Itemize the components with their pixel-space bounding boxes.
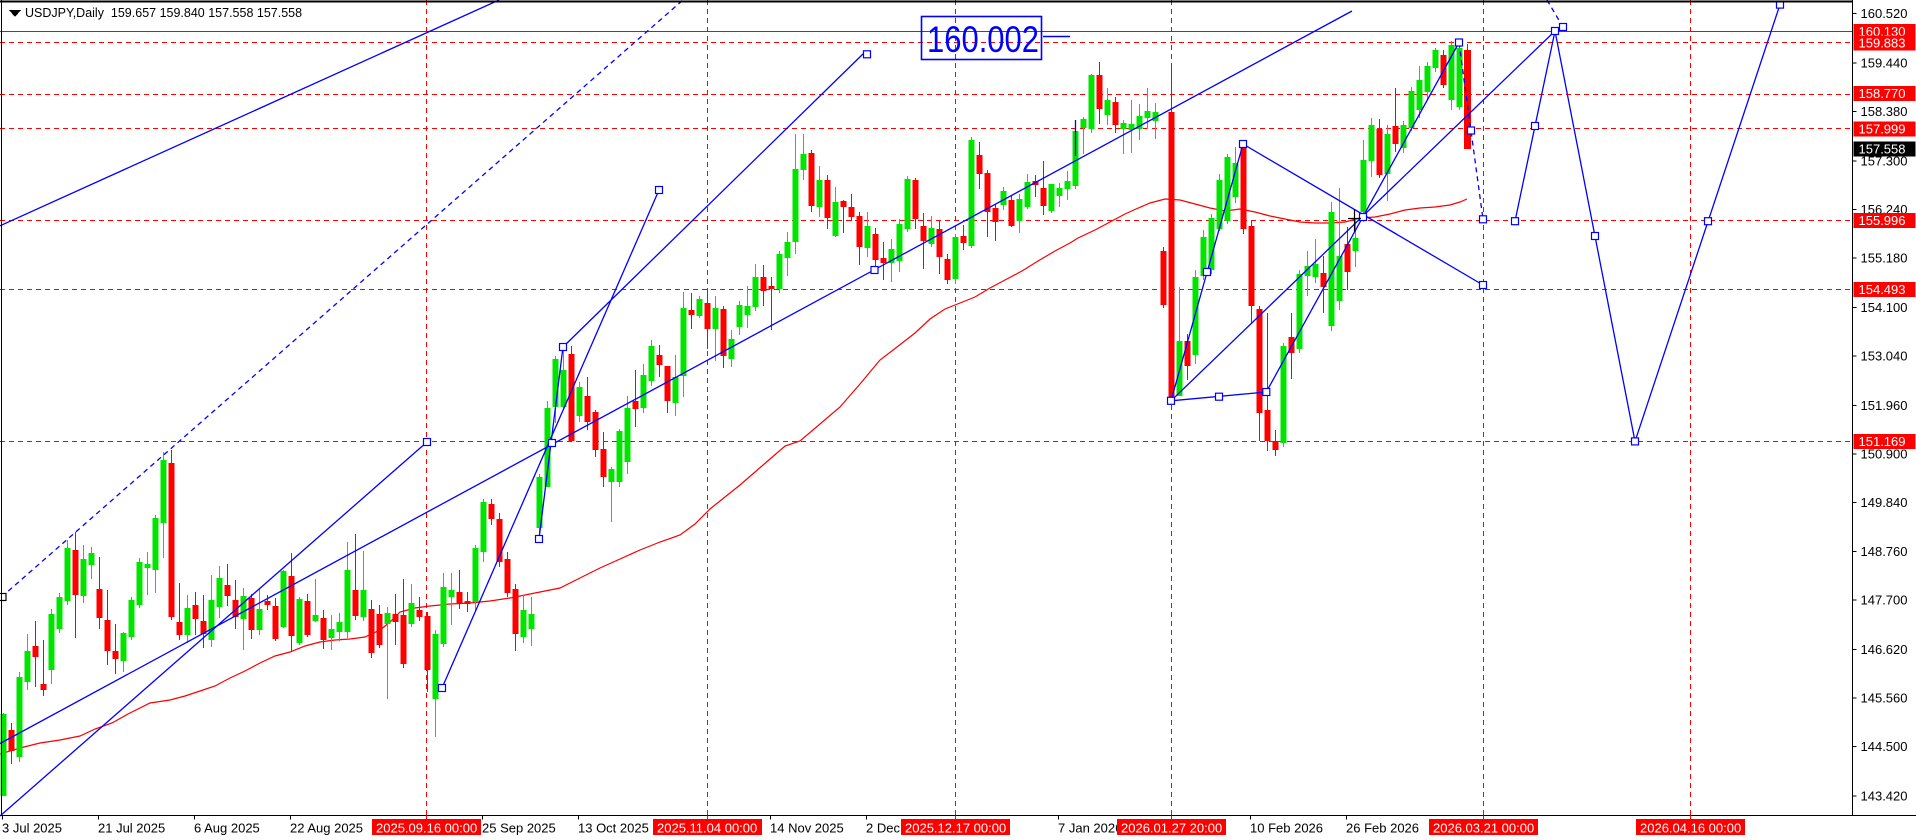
svg-text:157.300: 157.300 (1861, 154, 1908, 169)
svg-text:151.169: 151.169 (1859, 434, 1906, 449)
svg-text:150.900: 150.900 (1861, 446, 1908, 461)
svg-text:6 Aug 2025: 6 Aug 2025 (194, 821, 260, 836)
svg-text:146.620: 146.620 (1861, 642, 1908, 657)
svg-text:151.960: 151.960 (1861, 398, 1908, 413)
svg-text:154.100: 154.100 (1861, 300, 1908, 315)
svg-text:157.999: 157.999 (1859, 122, 1906, 137)
svg-text:2025.09.16 00:00: 2025.09.16 00:00 (376, 821, 477, 836)
svg-text:144.500: 144.500 (1861, 739, 1908, 754)
svg-text:154.493: 154.493 (1859, 282, 1906, 297)
svg-text:7 Jan 2026: 7 Jan 2026 (1058, 821, 1122, 836)
svg-text:2026.03.21 00:00: 2026.03.21 00:00 (1433, 821, 1534, 836)
svg-text:10 Feb 2026: 10 Feb 2026 (1250, 821, 1323, 836)
svg-text:158.770: 158.770 (1859, 86, 1906, 101)
svg-text:2026.04.16 00:00: 2026.04.16 00:00 (1640, 821, 1741, 836)
svg-text:159.883: 159.883 (1859, 35, 1906, 50)
svg-text:155.996: 155.996 (1859, 213, 1906, 228)
svg-text:153.040: 153.040 (1861, 348, 1908, 363)
svg-text:145.560: 145.560 (1861, 691, 1908, 706)
svg-text:2025.12.17 00:00: 2025.12.17 00:00 (905, 821, 1006, 836)
svg-text:159.440: 159.440 (1861, 56, 1908, 71)
svg-text:26 Feb 2026: 26 Feb 2026 (1346, 821, 1419, 836)
svg-text:13 Oct 2025: 13 Oct 2025 (578, 821, 649, 836)
svg-text:21 Jul 2025: 21 Jul 2025 (98, 821, 165, 836)
svg-text:158.380: 158.380 (1861, 104, 1908, 119)
svg-text:155.180: 155.180 (1861, 251, 1908, 266)
svg-text:3 Jul 2025: 3 Jul 2025 (2, 821, 62, 836)
svg-text:USDJPY,Daily 159.657 159.840: USDJPY,Daily 159.657 159.840 157.558 157… (25, 6, 302, 20)
svg-text:143.420: 143.420 (1861, 789, 1908, 804)
svg-text:14 Nov 2025: 14 Nov 2025 (770, 821, 844, 836)
svg-text:22 Aug 2025: 22 Aug 2025 (290, 821, 363, 836)
svg-text:2025.11.04 00:00: 2025.11.04 00:00 (657, 821, 757, 836)
svg-text:160.002: 160.002 (927, 19, 1039, 60)
svg-text:2026.01.27 20:00: 2026.01.27 20:00 (1121, 821, 1222, 836)
svg-text:25 Sep 2025: 25 Sep 2025 (482, 821, 556, 836)
svg-text:148.760: 148.760 (1861, 544, 1908, 559)
svg-text:157.558: 157.558 (1859, 142, 1906, 157)
svg-text:160.520: 160.520 (1861, 6, 1908, 21)
svg-text:149.840: 149.840 (1861, 495, 1908, 510)
svg-text:160.130: 160.130 (1859, 24, 1906, 39)
svg-text:147.700: 147.700 (1861, 593, 1908, 608)
